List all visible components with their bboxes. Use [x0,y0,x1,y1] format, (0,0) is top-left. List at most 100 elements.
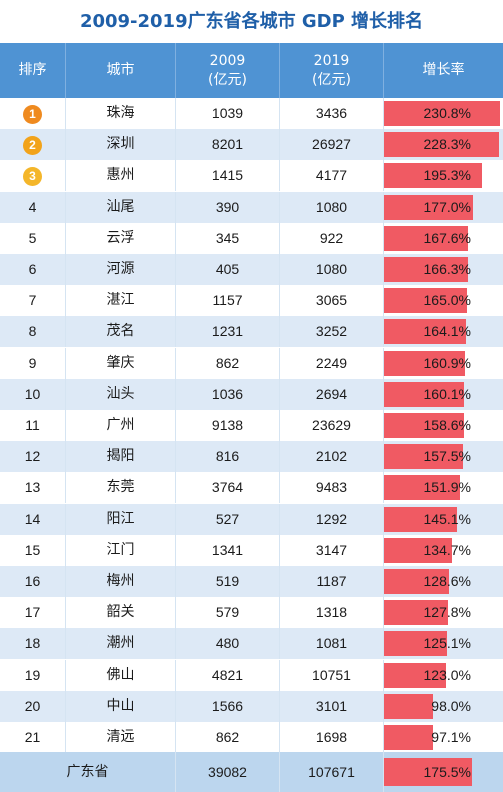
gdp-2009-cell: 1341 [176,534,280,566]
header-2019-unit: (亿元) [312,71,351,88]
table-row: 7 湛江 1157 3065 165.0% [0,285,503,317]
header-rank: 排序 [0,43,66,98]
table-row: 9 肇庆 862 2249 160.9% [0,347,503,379]
growth-label: 134.7% [423,541,471,558]
growth-bar [384,600,448,626]
city-cell: 江门 [66,534,176,566]
city-cell: 肇庆 [66,347,176,379]
city-cell: 珠海 [66,98,176,129]
city-cell: 阳江 [66,503,176,535]
header-2019-year: 2019 [313,52,350,69]
growth-bar [384,506,457,532]
growth-label: 165.0% [423,292,471,309]
rank-medal-badge: 2 [23,136,42,156]
growth-cell: 195.3% [384,160,503,191]
gdp-2009-cell: 1415 [176,160,280,192]
total-label: 广东省 [0,752,176,792]
rank-cell: 11 [0,410,66,441]
growth-label: 164.1% [423,323,471,340]
growth-cell: 160.1% [384,379,503,410]
growth-label: 228.3% [423,136,471,153]
table-row: 12 揭阳 816 2102 157.5% [0,441,503,473]
rank-cell: 13 [0,472,66,504]
growth-bar [384,257,468,282]
table-row: 8 茂名 1231 3252 164.1% [0,316,503,348]
city-cell: 揭阳 [66,441,176,473]
city-cell: 云浮 [66,222,176,254]
growth-bar [384,693,433,719]
rank-medal-badge: 1 [23,105,42,124]
gdp-2009-cell: 1036 [176,378,280,410]
rank-cell: 19 [0,659,66,691]
rank-cell: 3 [0,160,66,192]
gdp-2009-cell: 9138 [176,410,280,441]
gdp-2019-cell: 2249 [280,347,384,379]
header-growth: 增长率 [384,43,503,98]
growth-cell: 177.0% [384,192,503,223]
gdp-2009-cell: 1157 [176,285,280,317]
gdp-2009-cell: 519 [176,566,280,597]
gdp-2009-cell: 1566 [176,690,280,722]
growth-cell: 167.6% [384,223,503,254]
city-cell: 中山 [66,690,176,722]
city-cell: 汕尾 [66,191,176,223]
city-cell: 广州 [66,410,176,441]
table-row: 10 汕头 1036 2694 160.1% [0,378,503,410]
rank-cell: 9 [0,347,66,379]
rank-cell: 14 [0,503,66,535]
growth-bar [384,537,452,563]
header-city-label: 城市 [106,62,135,78]
growth-label: 128.6% [423,573,471,589]
gdp-2009-cell: 1039 [176,98,280,129]
header-city: 城市 [66,43,176,98]
header-growth-label: 增长率 [422,62,465,78]
growth-cell: 125.1% [384,628,503,659]
growth-label: 158.6% [423,417,471,433]
table-row: 5 云浮 345 922 167.6% [0,222,503,254]
growth-label: 230.8% [423,105,471,121]
growth-cell: 164.1% [384,316,503,347]
city-cell: 湛江 [66,285,176,317]
growth-cell: 166.3% [384,254,503,285]
growth-cell: 128.6% [384,566,503,597]
growth-bar [384,132,499,158]
growth-cell: 157.5% [384,441,503,472]
rank-cell: 4 [0,191,66,223]
header-2019: 2019 (亿元) [280,43,384,98]
growth-label: 177.0% [423,198,471,215]
growth-cell: 134.7% [384,535,503,566]
growth-cell: 123.0% [384,660,503,691]
gdp-2019-cell: 1318 [280,597,384,629]
rank-cell: 5 [0,222,66,254]
growth-label: 97.1% [431,729,471,745]
gdp-2019-cell: 1698 [280,722,384,753]
rank-cell: 7 [0,285,66,317]
table-row: 14 阳江 527 1292 145.1% [0,503,503,535]
gdp-2019-cell: 4177 [280,160,384,192]
rank-cell: 10 [0,378,66,410]
gdp-2019-cell: 3252 [280,316,384,348]
gdp-2019-cell: 1080 [280,191,384,223]
growth-label: 160.1% [423,385,471,402]
growth-label: 145.1% [423,510,471,527]
rank-cell: 21 [0,722,66,753]
growth-cell: 158.6% [384,410,503,441]
table-row: 18 潮州 480 1081 125.1% [0,628,503,660]
gdp-2009-cell: 816 [176,441,280,473]
gdp-2019-cell: 1292 [280,503,384,535]
growth-bar [384,475,460,501]
city-cell: 韶关 [66,597,176,629]
growth-cell: 165.0% [384,285,503,316]
growth-cell: 98.0% [384,691,503,722]
growth-cell: 145.1% [384,504,503,535]
rank-cell: 17 [0,597,66,629]
city-cell: 汕头 [66,378,176,410]
rank-cell: 15 [0,534,66,566]
gdp-2019-cell: 3436 [280,98,384,129]
rank-medal-badge: 3 [23,167,42,187]
header-2009: 2009 (亿元) [176,43,280,98]
table-row: 2 深圳 8201 26927 228.3% [0,129,503,161]
gdp-2019-cell: 1080 [280,254,384,285]
gdp-2019-cell: 26927 [280,129,384,161]
gdp-2019-cell: 1081 [280,628,384,660]
